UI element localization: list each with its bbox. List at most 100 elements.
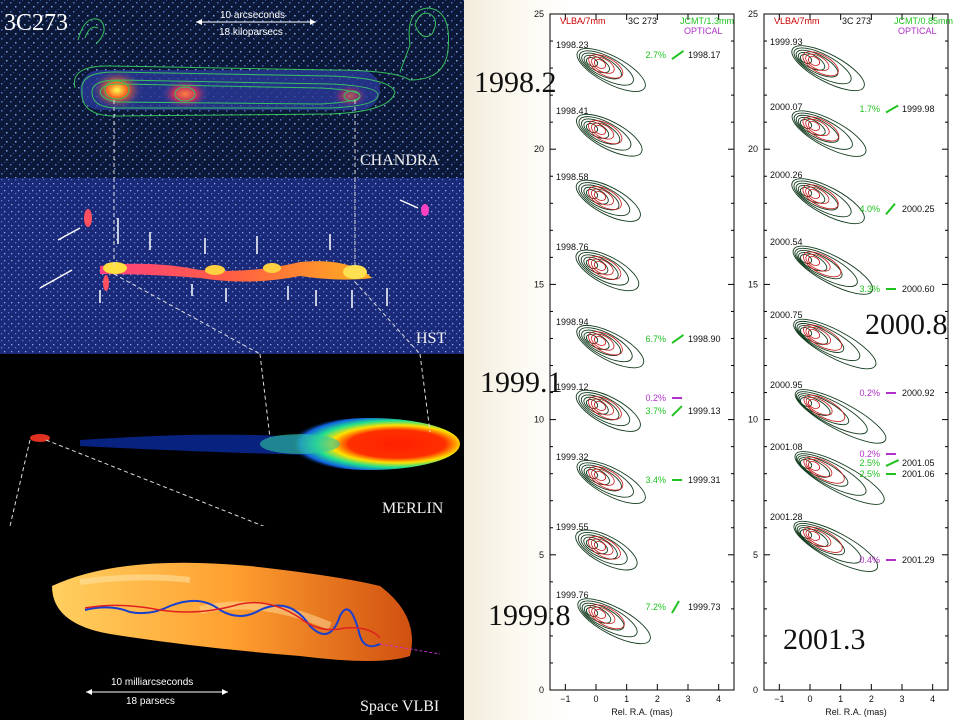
contour [581, 329, 622, 357]
contour [798, 252, 828, 272]
contour [585, 57, 599, 67]
contour [807, 461, 821, 471]
jet-composite-image: 3C273 10 arcseconds 18 kiloparsecs CHAND… [0, 0, 464, 720]
contour [591, 398, 614, 416]
plot-panel-1 [549, 13, 735, 691]
y-tick-label: 15 [748, 279, 758, 289]
contour [593, 609, 607, 619]
contour [578, 50, 634, 86]
contour [795, 114, 840, 143]
epoch-contours [575, 249, 640, 292]
contour [585, 123, 599, 133]
contour [795, 453, 867, 496]
contour [591, 56, 615, 74]
pol-percent: 3.3% [859, 284, 880, 294]
y-tick-label: 0 [753, 685, 758, 695]
epoch-contours [791, 110, 867, 157]
contour [807, 256, 821, 266]
epoch-date: 1999.12 [556, 382, 589, 392]
x-tick-label: 3 [899, 694, 904, 704]
pol-date: 1998.90 [688, 334, 721, 344]
contour [807, 399, 821, 409]
x-tick-label: 0 [593, 694, 598, 704]
chandra-scale-arcsec: 10 arcseconds [220, 10, 286, 21]
contour [587, 536, 621, 560]
x-tick-label: 3 [685, 694, 690, 704]
epoch-date: 2000.95 [770, 380, 803, 390]
epoch-date: 1999.93 [770, 37, 803, 47]
contour [580, 534, 618, 560]
contour [593, 401, 607, 411]
pol-date: 2001.29 [902, 555, 935, 565]
contour [802, 184, 839, 210]
contour [581, 118, 621, 145]
contour [798, 527, 829, 548]
epoch-date: 1999.76 [556, 590, 589, 600]
y-tick-label: 25 [534, 9, 544, 19]
header-optical: OPTICAL [684, 26, 723, 36]
contour [797, 393, 850, 426]
contour [799, 187, 813, 197]
epoch-contours [794, 451, 885, 505]
contour [578, 327, 633, 363]
contour [805, 326, 832, 345]
contour [802, 116, 840, 142]
contour [793, 180, 852, 218]
chandra-label: CHANDRA [360, 152, 440, 169]
epoch-date: 2001.28 [770, 512, 803, 522]
contour [580, 394, 620, 421]
epoch-contours [575, 389, 641, 432]
contour [578, 462, 634, 498]
pol-date: 1999.13 [688, 406, 721, 416]
header-vlba: VLBA/7mm [774, 16, 820, 26]
y-tick-label: 0 [539, 685, 544, 695]
pol-percent: 3.4% [645, 475, 666, 485]
contour [576, 48, 646, 92]
epoch-contours [576, 324, 645, 369]
pol-percent: 0.4% [859, 555, 880, 565]
contour [793, 47, 852, 85]
pol-date: 2001.06 [902, 469, 935, 479]
hst-optical-image [0, 178, 464, 354]
contour [803, 324, 843, 351]
contour [579, 600, 638, 638]
contour [585, 469, 599, 479]
contour [583, 396, 609, 415]
contour [576, 324, 645, 369]
contour [575, 249, 640, 292]
plot-frame [763, 13, 949, 691]
contour [792, 245, 874, 295]
contour [805, 53, 830, 72]
contour [585, 607, 599, 617]
contour [796, 391, 868, 435]
contour [583, 186, 609, 205]
contour [591, 606, 616, 625]
vlbi-scale-pc: 18 parsecs [126, 696, 175, 707]
x-tick-label: 4 [930, 694, 935, 704]
vlbi-label: Space VLBI [360, 698, 440, 715]
contour [578, 392, 631, 427]
vlbi-image [52, 562, 441, 695]
y-tick-label: 10 [748, 415, 758, 425]
epoch-date: 2000.75 [770, 310, 803, 320]
contour [575, 389, 641, 432]
chandra-panel: 3C273 10 arcseconds 18 kiloparsecs CHAND… [0, 0, 464, 178]
contour [591, 122, 615, 140]
contour [588, 466, 624, 491]
contour [805, 186, 830, 205]
contour [583, 120, 610, 139]
contour [799, 327, 813, 337]
pol-percent: 2.7% [645, 50, 666, 60]
epoch-date: 1998.58 [556, 172, 589, 182]
epoch-contours [576, 48, 646, 92]
pol-date: 2001.05 [902, 458, 935, 468]
contour [590, 538, 614, 556]
contour [798, 395, 831, 416]
contour [796, 323, 845, 353]
epoch-contours [576, 113, 643, 157]
chandra-scale-kpc: 18 kiloparsecs [219, 27, 283, 38]
contour [793, 318, 877, 370]
contour [803, 394, 846, 422]
vlba-plots-area: 0 5 10 15 20 25 −1 0 1 2 3 4 Rel. R.A. (mas) VLBA/7mm… [464, 0, 960, 720]
